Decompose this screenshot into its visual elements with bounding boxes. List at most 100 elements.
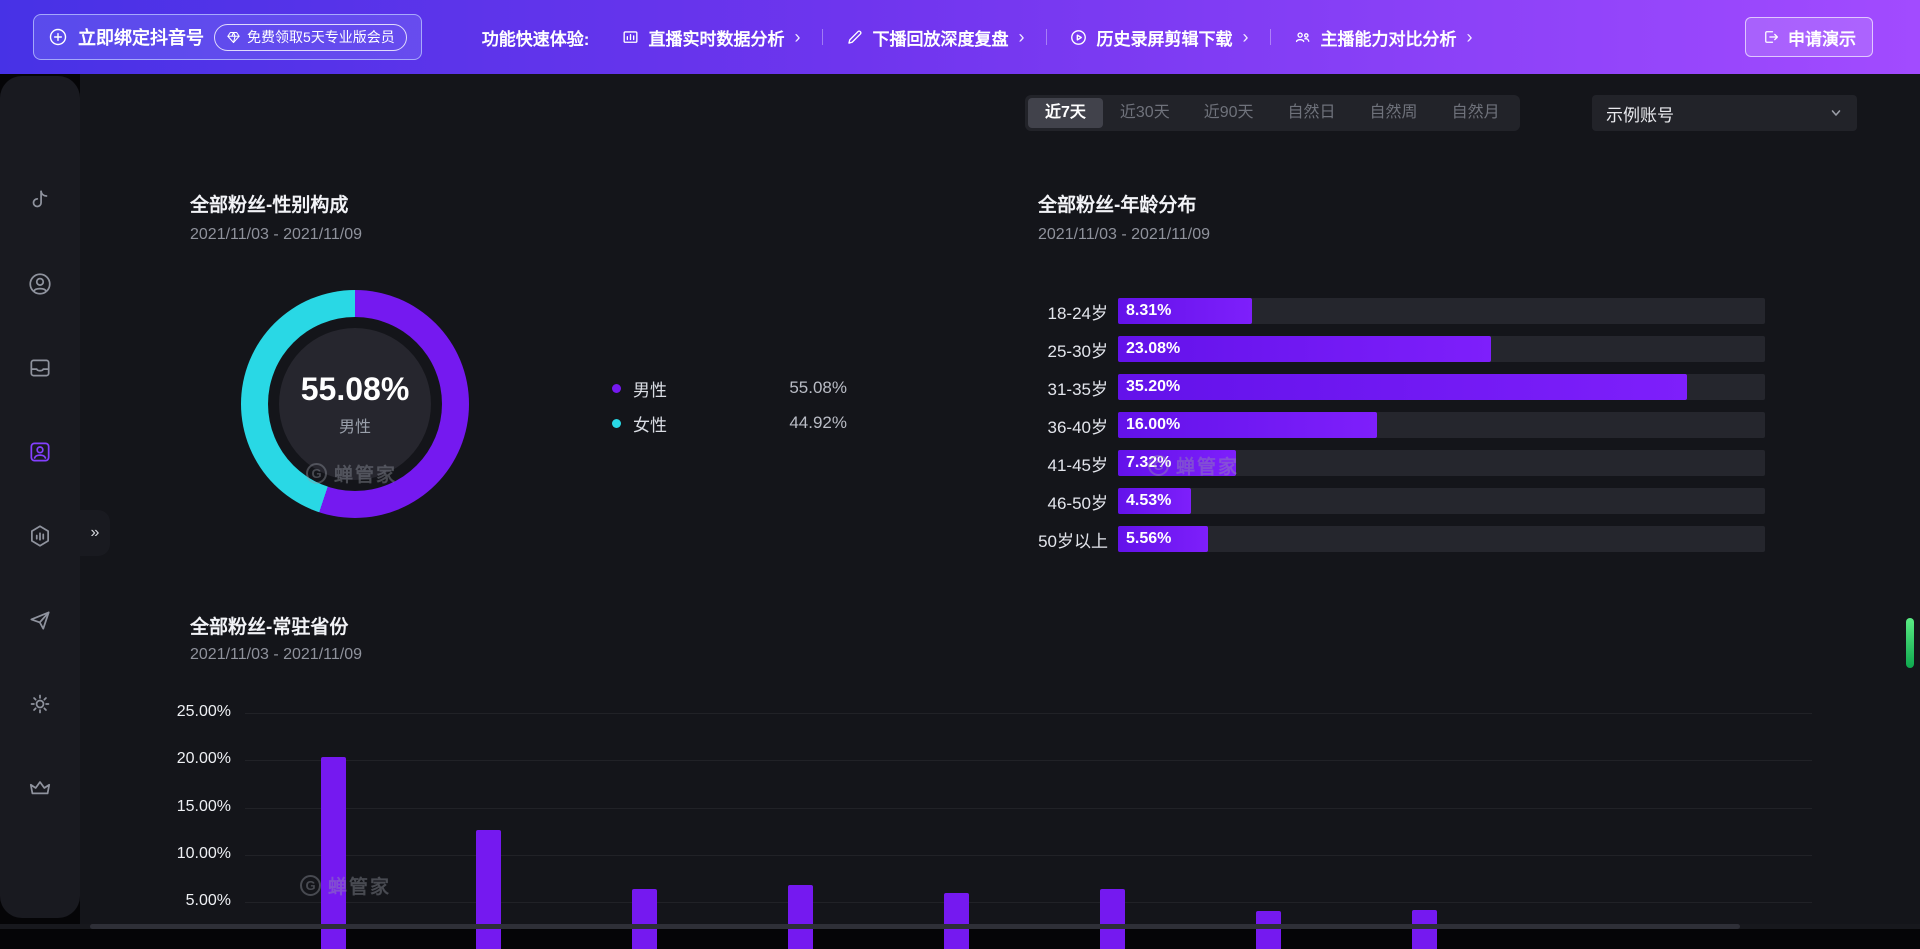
sidebar-item-membership[interactable] <box>26 774 54 802</box>
horizontal-scrollbar-thumb[interactable] <box>90 924 1740 929</box>
age-panel-title: 全部粉丝-年龄分布 <box>1038 195 1197 216</box>
gem-icon <box>227 31 240 43</box>
quick-link-live-data[interactable]: 直播实时数据分析 › <box>621 25 800 50</box>
age-category-label: 50岁以上 <box>1038 531 1108 551</box>
province-bar-chart: 25.00% 20.00% 15.00% 10.00% 5.00% <box>177 690 1812 949</box>
legend-label: 女性 <box>633 415 667 435</box>
sidebar-item-inbox[interactable] <box>26 354 54 382</box>
y-axis-tick: 20.00% <box>176 750 231 768</box>
bind-douyin-button[interactable]: 立即绑定抖音号 免费领取5天专业版会员 <box>33 14 422 60</box>
province-bar <box>476 830 502 949</box>
age-category-label: 25-30岁 <box>1047 341 1108 361</box>
donut-hole: 55.08% 男性 <box>268 317 442 491</box>
y-axis-tick: 10.00% <box>176 844 231 862</box>
age-bar-track: 4.53% <box>1118 488 1765 514</box>
age-bar-fill <box>1118 374 1688 400</box>
topbar: 立即绑定抖音号 免费领取5天专业版会员 功能快速体验: 直播实时数据分析 › 下… <box>0 0 1920 74</box>
sidebar-expand-handle[interactable]: » <box>80 510 110 556</box>
chevron-right-icon: › <box>794 26 801 47</box>
age-bar-value: 16.00% <box>1126 416 1181 433</box>
chevron-down-icon <box>1831 110 1841 116</box>
sidebar-item-send[interactable] <box>26 606 54 634</box>
watermark-logo-icon: G <box>1148 455 1169 476</box>
bind-douyin-label: 立即绑定抖音号 <box>78 28 204 48</box>
sidebar-item-data[interactable] <box>26 522 54 550</box>
age-bar-track: 23.08% <box>1118 336 1765 362</box>
age-category-label: 18-24岁 <box>1047 303 1108 323</box>
time-filter-tab[interactable]: 近90天 <box>1203 104 1254 121</box>
watermark-text: 蝉管家 <box>1176 457 1240 478</box>
sidebar-item-douyin[interactable] <box>26 186 54 214</box>
donut-center-value: 55.08% <box>300 371 410 407</box>
age-bar-fill <box>1118 298 1253 324</box>
province-bar <box>632 888 658 949</box>
time-filter-tab[interactable]: 自然周 <box>1369 104 1418 121</box>
gridline <box>245 902 1812 903</box>
live-data-icon <box>623 30 638 43</box>
legend-dot-icon <box>612 418 621 428</box>
age-bar-track: 5.56% <box>1118 526 1765 552</box>
host-compare-icon <box>1296 31 1310 42</box>
chevron-right-icon: › <box>1242 26 1249 47</box>
quick-link-replay-review[interactable]: 下播回放深度复盘 › <box>845 25 1024 50</box>
watermark-text: 蝉管家 <box>328 877 392 898</box>
double-chevron-right-icon: » <box>90 524 100 541</box>
age-bar-value: 23.08% <box>1126 340 1181 357</box>
fans-profile-icon <box>30 442 50 462</box>
account-select[interactable]: 示例账号 <box>1592 95 1857 131</box>
legend-value: 44.92% <box>789 413 847 432</box>
age-bar-value: 4.53% <box>1126 492 1172 509</box>
age-bar-row: 46-50岁 4.53% <box>1038 488 1765 514</box>
quick-link-host-compare[interactable]: 主播能力对比分析 › <box>1293 25 1472 50</box>
gridline <box>245 713 1812 714</box>
logout-icon <box>1765 31 1779 43</box>
watermark: G 蝉管家 <box>306 460 397 487</box>
sidebar-item-user[interactable] <box>26 270 54 298</box>
sidebar-item-settings[interactable] <box>26 690 54 718</box>
request-demo-button[interactable]: 申请演示 <box>1745 17 1873 57</box>
quick-link-label: 下播回放深度复盘 <box>872 29 1009 49</box>
donut-center-disc: 55.08% 男性 <box>279 328 431 480</box>
legend-value: 55.08% <box>789 378 847 397</box>
chevron-right-icon: › <box>1018 26 1025 47</box>
circle-plus-icon <box>49 28 67 46</box>
request-demo-label: 申请演示 <box>1788 29 1856 49</box>
replay-review-icon <box>848 29 863 44</box>
province-bar <box>1411 909 1437 949</box>
age-category-label: 41-45岁 <box>1047 455 1108 475</box>
age-bar-fill <box>1118 488 1192 514</box>
province-bar <box>943 892 969 949</box>
province-bar <box>788 884 814 949</box>
age-bar-row: 25-30岁 23.08% <box>1038 336 1765 362</box>
horizontal-scrollbar-track <box>0 924 1920 929</box>
watermark: G 蝉管家 <box>1148 452 1239 479</box>
age-bar-fill <box>1118 336 1492 362</box>
age-bar-value: 8.31% <box>1126 302 1172 319</box>
time-filter-tab[interactable]: 近7天 <box>1028 98 1103 128</box>
sidebar-item-fans[interactable] <box>26 438 54 466</box>
age-bar-chart: 18-24岁 8.31% 25-30岁 23.08% 31-35岁 35.20% 36-40… <box>1038 298 1765 564</box>
legend-item: 女性 44.92% <box>612 411 847 435</box>
province-panel-date: 2021/11/03 - 2021/11/09 <box>190 646 362 663</box>
promo-badge[interactable]: 免费领取5天专业版会员 <box>214 23 407 51</box>
douyin-icon <box>32 190 48 208</box>
divider <box>1270 29 1272 45</box>
quick-links-bar: 功能快速体验: 直播实时数据分析 › 下播回放深度复盘 › 历史录屏剪辑下载 › <box>482 25 1495 50</box>
y-axis-tick: 15.00% <box>176 797 231 815</box>
legend-item: 男性 55.08% <box>612 376 847 400</box>
time-filter-tab[interactable]: 自然日 <box>1287 104 1336 121</box>
gridline <box>245 760 1812 762</box>
watermark-logo-icon: G <box>306 463 327 484</box>
age-bar-value: 5.56% <box>1126 530 1172 547</box>
gear-icon <box>30 694 50 714</box>
y-axis-tick: 25.00% <box>176 703 231 720</box>
age-bar-fill <box>1118 526 1208 552</box>
time-filter-tab[interactable]: 自然月 <box>1451 104 1500 121</box>
time-filter-tab[interactable]: 近30天 <box>1119 104 1170 121</box>
time-filter-tabs: 近7天 近30天 近90天 自然日 自然周 自然月 <box>1025 95 1520 131</box>
gridline <box>245 854 1812 856</box>
quick-link-record-download[interactable]: 历史录屏剪辑下载 › <box>1069 25 1248 50</box>
age-bar-row: 18-24岁 8.31% <box>1038 298 1765 324</box>
age-bar-value: 35.20% <box>1126 378 1181 395</box>
vertical-scrollbar-thumb[interactable] <box>1906 618 1914 668</box>
